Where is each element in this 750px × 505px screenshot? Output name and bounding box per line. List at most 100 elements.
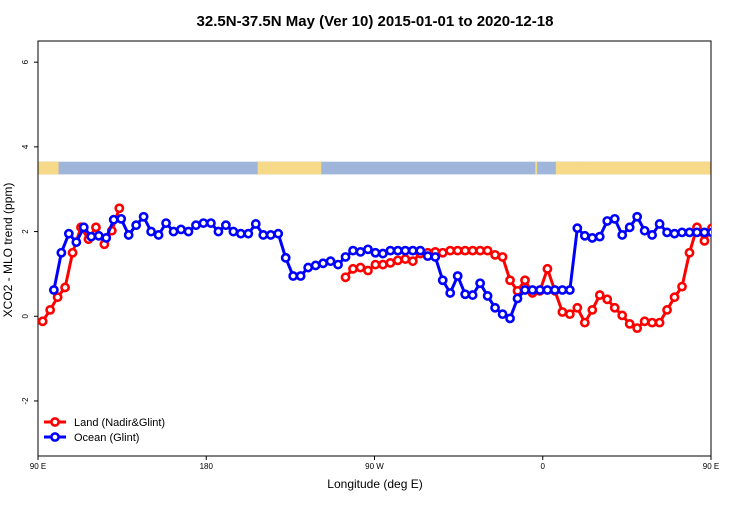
data-point [392, 245, 403, 256]
data-point [654, 219, 665, 229]
series-layer [38, 203, 750, 334]
data-point [437, 247, 448, 258]
data-point [617, 310, 628, 321]
data-point [378, 259, 388, 270]
landmask-land-segment [535, 161, 538, 175]
data-point [176, 224, 186, 235]
data-point [168, 226, 179, 237]
data-point [63, 228, 74, 239]
data-point [400, 245, 411, 256]
data-point [114, 203, 125, 214]
data-point [348, 263, 358, 274]
data-point [445, 245, 456, 256]
data-point [250, 219, 261, 229]
data-point [684, 227, 695, 238]
landmask-land-segment [257, 161, 322, 175]
data-point [415, 245, 426, 256]
legend-marker [50, 432, 60, 442]
legend-entry-label: Ocean (Glint) [74, 432, 139, 444]
data-point [370, 259, 381, 270]
data-point [45, 305, 56, 315]
x-axis-label: Longitude (deg E) [327, 477, 422, 491]
y-tick-label: 6 [21, 59, 30, 64]
data-point [333, 259, 343, 270]
data-point [213, 226, 224, 237]
data-point [564, 285, 575, 295]
data-point [355, 262, 366, 273]
data-point [235, 228, 246, 239]
data-point [587, 305, 598, 315]
data-point [512, 293, 523, 304]
data-point [505, 275, 515, 286]
data-point [93, 230, 104, 241]
data-point [445, 288, 456, 298]
y-tick-label: -2 [21, 397, 30, 405]
data-point [609, 302, 620, 313]
data-point [288, 271, 299, 281]
data-point [475, 245, 486, 256]
y-tick-label: 4 [21, 144, 30, 149]
data-point [527, 285, 538, 295]
data-point [385, 257, 396, 268]
data-point [632, 323, 643, 334]
data-point [731, 205, 738, 212]
data-point [430, 252, 441, 262]
data-point [407, 256, 418, 267]
data-point [699, 227, 710, 238]
data-point [557, 285, 568, 295]
data-point [542, 263, 553, 274]
data-point [363, 244, 373, 255]
data-point [482, 291, 493, 301]
data-point [647, 317, 658, 328]
data-point [363, 265, 373, 276]
data-point [78, 222, 89, 233]
data-point [557, 307, 568, 317]
data-point [101, 233, 112, 243]
data-point [467, 245, 478, 256]
landmask-ocean-band [38, 161, 711, 175]
data-point [310, 260, 321, 271]
x-tick-label: 0 [541, 462, 546, 471]
series-ocean [48, 211, 711, 324]
data-point [490, 249, 500, 260]
x-tick-label: 180 [200, 462, 214, 471]
data-point [348, 245, 358, 256]
data-point [460, 245, 471, 256]
data-point [602, 216, 613, 226]
data-point [243, 228, 254, 239]
data-point [572, 302, 583, 313]
data-point [392, 255, 403, 266]
legend-entry-label: Land (Nadir&Glint) [74, 417, 165, 429]
data-point [318, 258, 328, 269]
data-point [624, 318, 635, 329]
data-point [38, 316, 48, 327]
data-point [609, 213, 620, 224]
data-point [669, 228, 680, 239]
plot-area: 90 E 180 90 W 0 90 E -2 0 2 4 6 [21, 40, 750, 471]
y-tick-label: 2 [21, 229, 30, 234]
data-point [303, 262, 314, 273]
data-point [564, 309, 575, 320]
data-point [723, 227, 730, 234]
data-point [542, 285, 553, 295]
data-point [437, 275, 448, 286]
data-point [56, 247, 67, 258]
data-point [385, 245, 396, 256]
data-point [490, 302, 500, 313]
data-point [624, 222, 635, 233]
data-point [550, 285, 560, 295]
data-point [497, 309, 508, 320]
data-point [602, 294, 613, 305]
data-point [692, 227, 702, 238]
data-point [594, 290, 605, 300]
data-point [746, 227, 750, 234]
data-point [452, 245, 463, 256]
data-point [535, 285, 545, 295]
data-point [280, 252, 291, 263]
data-point [662, 305, 672, 315]
data-point [654, 317, 665, 328]
data-point [699, 235, 710, 246]
data-point [407, 245, 418, 256]
data-point [123, 230, 134, 240]
data-point [505, 313, 515, 324]
